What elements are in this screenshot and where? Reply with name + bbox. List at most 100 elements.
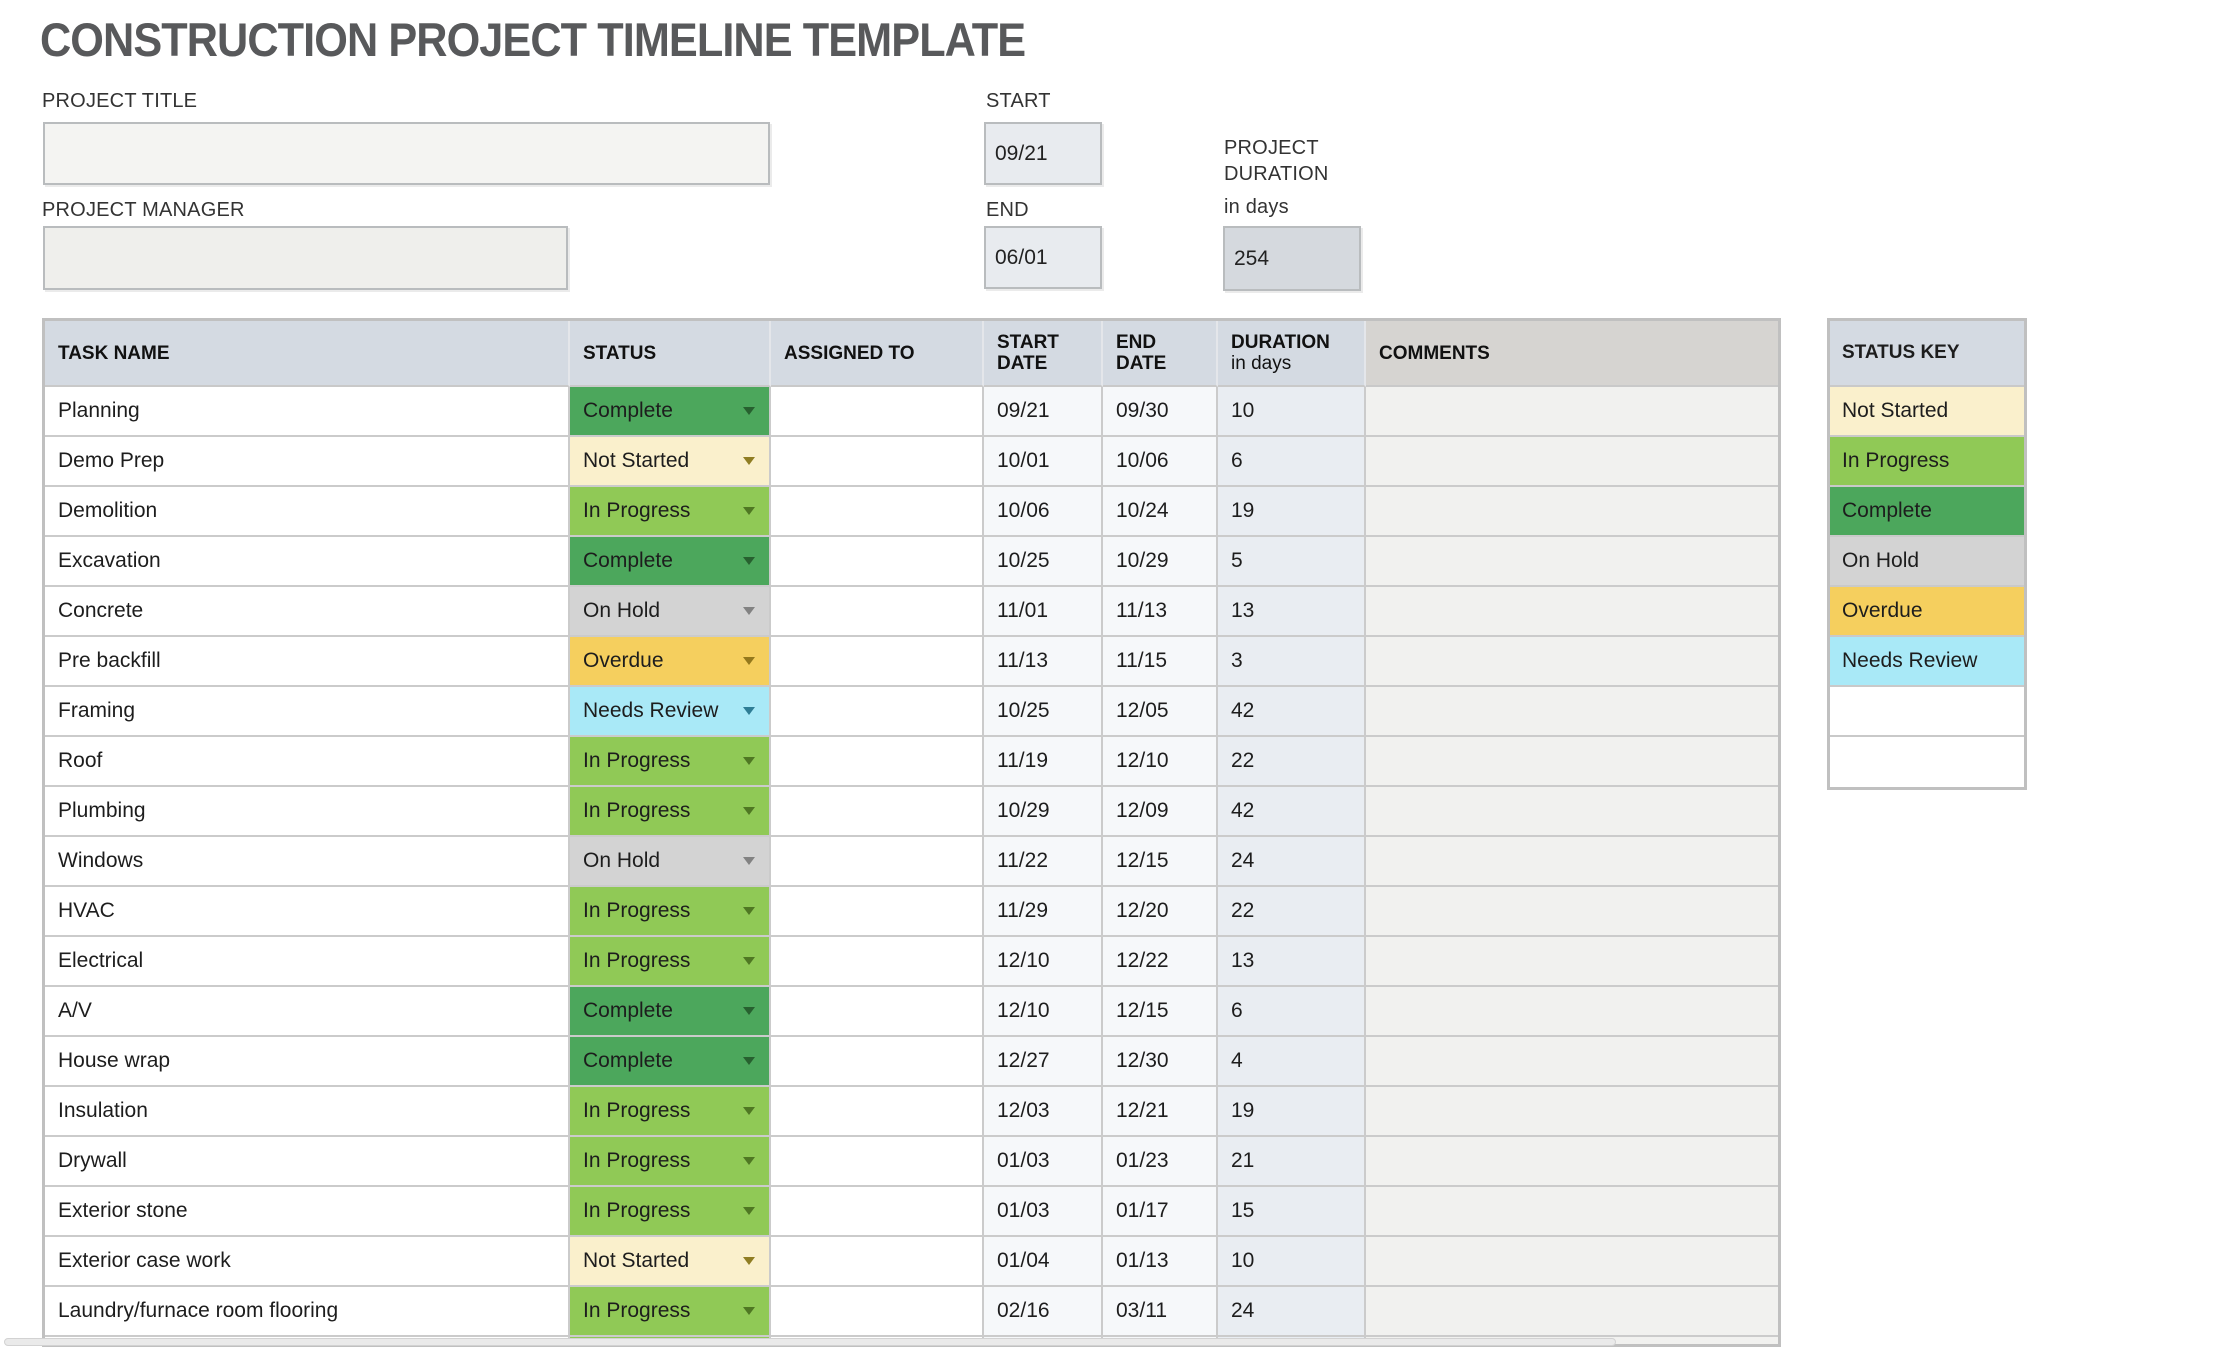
status-dropdown[interactable]: In Progress (570, 887, 771, 937)
duration-cell[interactable]: 24 (1218, 1287, 1366, 1337)
task-name-cell[interactable]: Laundry/furnace room flooring (45, 1287, 570, 1337)
status-dropdown[interactable]: In Progress (570, 737, 771, 787)
status-dropdown[interactable]: In Progress (570, 937, 771, 987)
assigned-to-cell[interactable] (771, 1237, 984, 1287)
duration-cell[interactable]: 6 (1218, 437, 1366, 487)
status-dropdown[interactable]: In Progress (570, 1287, 771, 1337)
comments-cell[interactable] (1366, 887, 1778, 937)
duration-cell[interactable]: 22 (1218, 887, 1366, 937)
duration-cell[interactable]: 42 (1218, 787, 1366, 837)
end-date-cell[interactable]: 12/09 (1103, 787, 1218, 837)
comments-cell[interactable] (1366, 587, 1778, 637)
dropdown-arrow-icon[interactable] (743, 457, 755, 465)
header-end-date[interactable]: END DATE (1103, 321, 1218, 387)
status-dropdown[interactable]: In Progress (570, 1087, 771, 1137)
dropdown-arrow-icon[interactable] (743, 657, 755, 665)
assigned-to-cell[interactable] (771, 937, 984, 987)
end-date-field[interactable]: 06/01 (984, 226, 1102, 289)
comments-cell[interactable] (1366, 1237, 1778, 1287)
status-dropdown[interactable]: Complete (570, 1037, 771, 1087)
start-date-cell[interactable]: 11/01 (984, 587, 1103, 637)
task-name-cell[interactable]: House wrap (45, 1037, 570, 1087)
status-dropdown[interactable]: Overdue (570, 637, 771, 687)
duration-cell[interactable]: 42 (1218, 687, 1366, 737)
assigned-to-cell[interactable] (771, 787, 984, 837)
status-key-item[interactable]: On Hold (1830, 537, 2024, 587)
project-duration-field[interactable]: 254 (1223, 226, 1361, 291)
end-date-cell[interactable]: 11/15 (1103, 637, 1218, 687)
end-date-cell[interactable]: 12/20 (1103, 887, 1218, 937)
assigned-to-cell[interactable] (771, 987, 984, 1037)
task-name-cell[interactable]: Planning (45, 387, 570, 437)
task-name-cell[interactable]: Pre backfill (45, 637, 570, 687)
task-name-cell[interactable]: Drywall (45, 1137, 570, 1187)
duration-cell[interactable]: 10 (1218, 1237, 1366, 1287)
dropdown-arrow-icon[interactable] (743, 1007, 755, 1015)
end-date-cell[interactable]: 12/05 (1103, 687, 1218, 737)
status-key-item[interactable]: Overdue (1830, 587, 2024, 637)
duration-cell[interactable]: 5 (1218, 537, 1366, 587)
status-key-item[interactable]: Needs Review (1830, 637, 2024, 687)
dropdown-arrow-icon[interactable] (743, 1207, 755, 1215)
start-date-cell[interactable]: 12/03 (984, 1087, 1103, 1137)
comments-cell[interactable] (1366, 437, 1778, 487)
task-name-cell[interactable]: A/V (45, 987, 570, 1037)
comments-cell[interactable] (1366, 637, 1778, 687)
start-date-cell[interactable]: 11/19 (984, 737, 1103, 787)
start-date-field[interactable]: 09/21 (984, 122, 1102, 185)
comments-cell[interactable] (1366, 1087, 1778, 1137)
comments-cell[interactable] (1366, 737, 1778, 787)
duration-cell[interactable]: 3 (1218, 637, 1366, 687)
start-date-cell[interactable]: 10/29 (984, 787, 1103, 837)
comments-cell[interactable] (1366, 387, 1778, 437)
status-dropdown[interactable]: Complete (570, 987, 771, 1037)
assigned-to-cell[interactable] (771, 837, 984, 887)
start-date-cell[interactable]: 11/22 (984, 837, 1103, 887)
status-key-item[interactable]: Complete (1830, 487, 2024, 537)
start-date-cell[interactable]: 10/01 (984, 437, 1103, 487)
task-name-cell[interactable]: Insulation (45, 1087, 570, 1137)
assigned-to-cell[interactable] (771, 687, 984, 737)
task-name-cell[interactable]: Exterior case work (45, 1237, 570, 1287)
task-name-cell[interactable]: Demo Prep (45, 437, 570, 487)
comments-cell[interactable] (1366, 787, 1778, 837)
status-key-item[interactable] (1830, 687, 2024, 737)
dropdown-arrow-icon[interactable] (743, 1257, 755, 1265)
duration-cell[interactable]: 24 (1218, 837, 1366, 887)
status-dropdown[interactable]: Complete (570, 387, 771, 437)
comments-cell[interactable] (1366, 837, 1778, 887)
status-key-item[interactable]: Not Started (1830, 387, 2024, 437)
task-name-cell[interactable]: Framing (45, 687, 570, 737)
status-dropdown[interactable]: Needs Review (570, 687, 771, 737)
end-date-cell[interactable]: 12/21 (1103, 1087, 1218, 1137)
status-dropdown[interactable]: On Hold (570, 587, 771, 637)
header-start-date[interactable]: START DATE (984, 321, 1103, 387)
start-date-cell[interactable]: 10/06 (984, 487, 1103, 537)
assigned-to-cell[interactable] (771, 1037, 984, 1087)
end-date-cell[interactable]: 12/15 (1103, 987, 1218, 1037)
end-date-cell[interactable]: 12/30 (1103, 1037, 1218, 1087)
dropdown-arrow-icon[interactable] (743, 407, 755, 415)
status-key-item[interactable] (1830, 737, 2024, 787)
assigned-to-cell[interactable] (771, 1137, 984, 1187)
status-key-item[interactable]: In Progress (1830, 437, 2024, 487)
end-date-cell[interactable]: 01/23 (1103, 1137, 1218, 1187)
task-name-cell[interactable]: Concrete (45, 587, 570, 637)
status-dropdown[interactable]: In Progress (570, 1187, 771, 1237)
duration-cell[interactable]: 19 (1218, 487, 1366, 537)
dropdown-arrow-icon[interactable] (743, 1057, 755, 1065)
assigned-to-cell[interactable] (771, 587, 984, 637)
header-status[interactable]: STATUS (570, 321, 771, 387)
start-date-cell[interactable]: 12/10 (984, 987, 1103, 1037)
start-date-cell[interactable]: 01/03 (984, 1187, 1103, 1237)
start-date-cell[interactable]: 12/27 (984, 1037, 1103, 1087)
comments-cell[interactable] (1366, 537, 1778, 587)
assigned-to-cell[interactable] (771, 537, 984, 587)
start-date-cell[interactable]: 12/10 (984, 937, 1103, 987)
end-date-cell[interactable]: 01/13 (1103, 1237, 1218, 1287)
end-date-cell[interactable]: 09/30 (1103, 387, 1218, 437)
start-date-cell[interactable]: 10/25 (984, 537, 1103, 587)
start-date-cell[interactable]: 09/21 (984, 387, 1103, 437)
task-name-cell[interactable]: Plumbing (45, 787, 570, 837)
comments-cell[interactable] (1366, 937, 1778, 987)
